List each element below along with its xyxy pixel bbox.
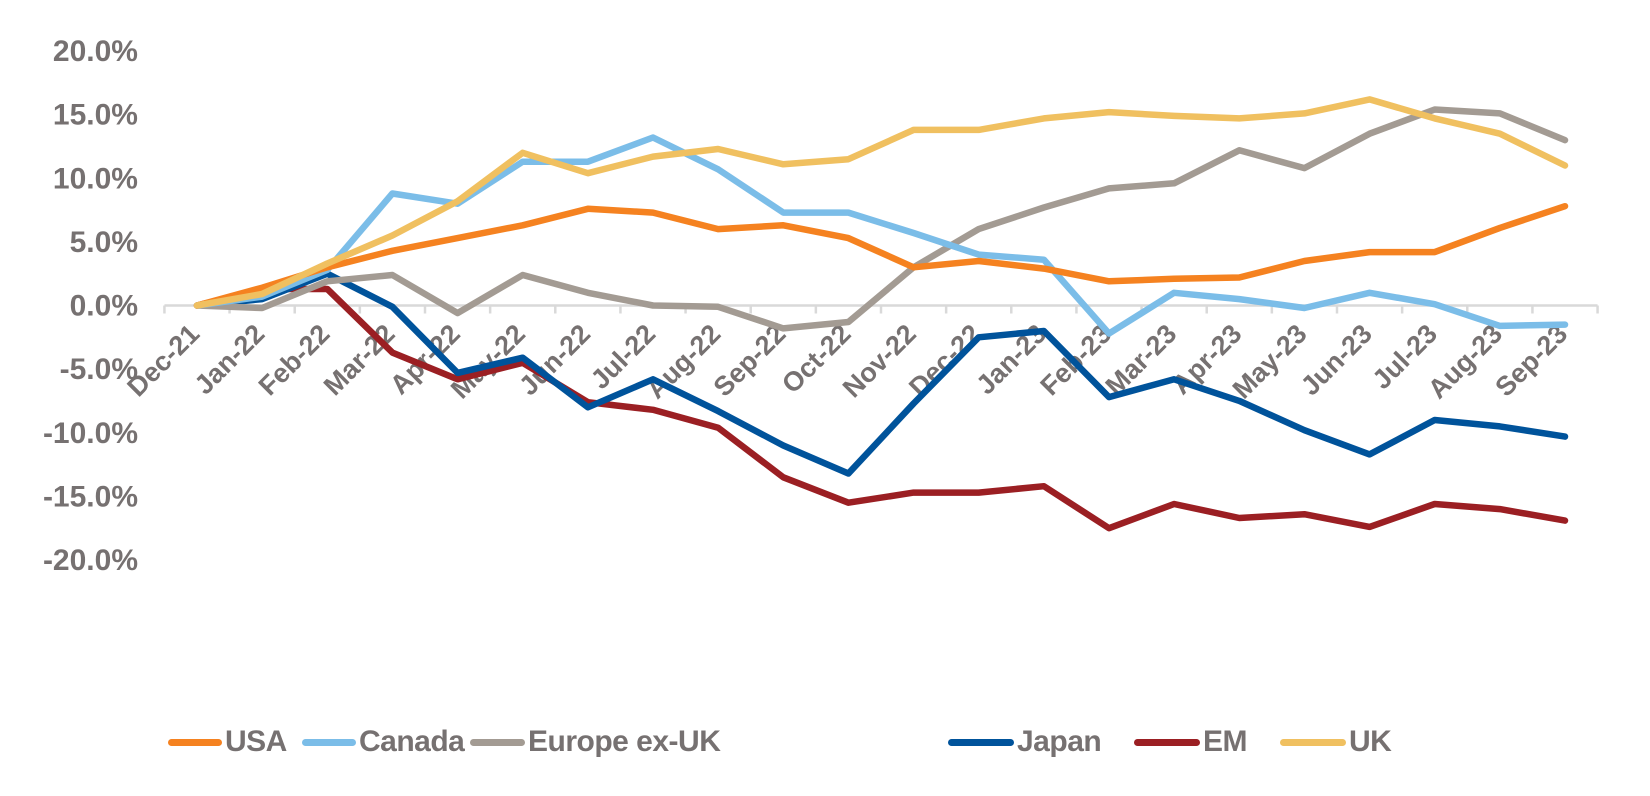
x-axis: Dec-21Jan-22Feb-22Mar-22Apr-22May-22Jun-…: [121, 304, 1599, 405]
legend-swatch: [1280, 738, 1346, 746]
legend-swatch: [168, 738, 222, 746]
series-line-usa: [193, 202, 1569, 309]
legend-label: USA: [225, 725, 287, 758]
legend-swatch: [302, 738, 356, 746]
legend-item-japan: Japan: [948, 722, 1102, 762]
legend-label: Canada: [359, 725, 465, 758]
y-tick-label: -10.0%: [43, 417, 138, 450]
y-tick-label: 10.0%: [53, 162, 138, 195]
y-tick-label: 0.0%: [70, 290, 138, 323]
x-tick-label: Dec-22: [903, 319, 987, 403]
legend-item-uk: UK: [1280, 722, 1392, 762]
x-tick-label: Sep-22: [708, 319, 792, 403]
legend-label: Japan: [1017, 725, 1102, 758]
x-tick-label: Jan-22: [189, 319, 271, 401]
y-tick-label: -15.0%: [43, 480, 138, 513]
y-tick-label: -20.0%: [43, 544, 138, 577]
legend: USA Canada Europe ex-UK Japan EM UK: [0, 722, 1650, 762]
legend-item-em: EM: [1134, 722, 1248, 762]
x-tick-label: May-23: [1227, 319, 1313, 405]
legend-label: UK: [1349, 725, 1392, 758]
x-tick-label: Sep-23: [1489, 319, 1573, 403]
y-tick-label: 5.0%: [70, 226, 138, 259]
y-tick-label: 15.0%: [53, 99, 138, 132]
y-tick-label: -5.0%: [60, 353, 138, 386]
x-tick-label: Nov-22: [837, 319, 922, 404]
legend-swatch: [470, 738, 525, 746]
legend-label: Europe ex-UK: [528, 725, 721, 758]
y-axis: 20.0% 15.0% 10.0% 5.0% 0.0% -5.0% -10.0% -15.0%…: [43, 35, 138, 577]
legend-label: EM: [1203, 725, 1248, 758]
series-layer: [193, 96, 1569, 532]
legend-item-europe-ex-uk: Europe ex-UK: [470, 722, 721, 762]
x-tick-label: Jun-23: [1295, 319, 1378, 402]
y-tick-label: 20.0%: [53, 35, 138, 68]
series-line-europe-ex-uk: [193, 106, 1569, 332]
series-line-em: [193, 285, 1569, 532]
legend-item-usa: USA: [168, 722, 287, 762]
legend-swatch: [1134, 738, 1200, 746]
x-tick-label: Feb-22: [253, 319, 336, 402]
legend-item-canada: Canada: [302, 722, 465, 762]
series-line-uk: [193, 96, 1569, 309]
x-tick-label: Mar-22: [318, 319, 401, 402]
series-line-japan: [193, 270, 1569, 477]
series-line-canada: [193, 134, 1569, 337]
x-tick-label: Aug-23: [1422, 319, 1508, 405]
legend-swatch: [948, 738, 1014, 746]
